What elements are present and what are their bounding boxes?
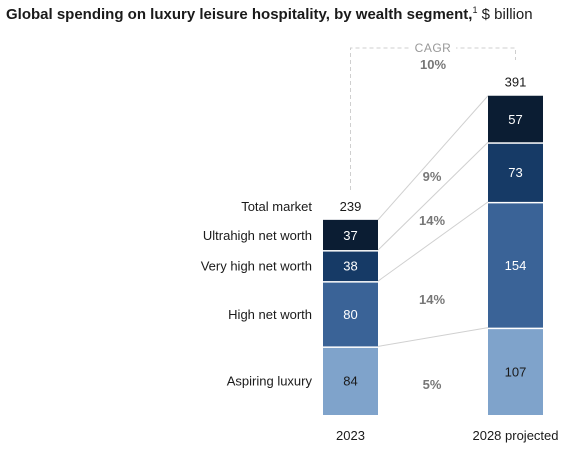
chart-title-text: Global spending on luxury leisure hospit…	[6, 6, 473, 23]
cagr-bracket	[350, 47, 504, 190]
series-label: High net worth	[228, 307, 312, 322]
segment-value-label: 154	[505, 258, 527, 273]
chart-unit: $ billion	[481, 6, 533, 23]
segment-value-label: 37	[343, 228, 357, 243]
series-label: Ultrahigh net worth	[203, 228, 312, 243]
bar-segment	[323, 219, 378, 251]
segment-cagr-label: 14%	[419, 292, 445, 307]
segment-value-label: 73	[508, 165, 522, 180]
bar-segment	[488, 95, 543, 143]
cagr-heading: CAGR	[415, 41, 452, 55]
segment-value-label: 38	[343, 259, 357, 274]
total-market-label: Total market	[241, 199, 312, 214]
segment-value-label: 80	[343, 307, 357, 322]
bar-segment	[488, 143, 543, 202]
cagr-label-backdrop	[410, 38, 456, 56]
segment-cagr-label: 9%	[423, 169, 442, 184]
segment-value-label: 107	[505, 364, 527, 379]
connector-line	[377, 95, 489, 221]
segment-value-label: 57	[508, 112, 522, 127]
category-label: 2028 projected	[472, 428, 558, 443]
series-label: Very high net worth	[201, 259, 312, 274]
chart-title: Global spending on luxury leisure hospit…	[6, 5, 533, 23]
total-value-label: 239	[340, 199, 362, 214]
bar-segment	[323, 251, 378, 282]
bar-segment	[488, 203, 543, 328]
segment-value-label: 84	[343, 374, 357, 389]
cagr-bracket	[503, 47, 516, 60]
segment-cagr-label: 14%	[419, 213, 445, 228]
connector-line	[377, 327, 489, 347]
segment-cagr-label: 5%	[423, 377, 442, 392]
bar-segment	[323, 347, 378, 415]
connector-line	[377, 201, 489, 282]
bar-segment	[323, 282, 378, 347]
footnote-mark: 1	[472, 5, 478, 15]
total-cagr-value: 10%	[420, 57, 446, 72]
bar-segment	[488, 329, 543, 415]
series-label: Aspiring luxury	[227, 374, 313, 389]
category-label: 2023	[336, 428, 365, 443]
total-value-label: 391	[505, 75, 527, 90]
connector-line	[377, 141, 489, 251]
